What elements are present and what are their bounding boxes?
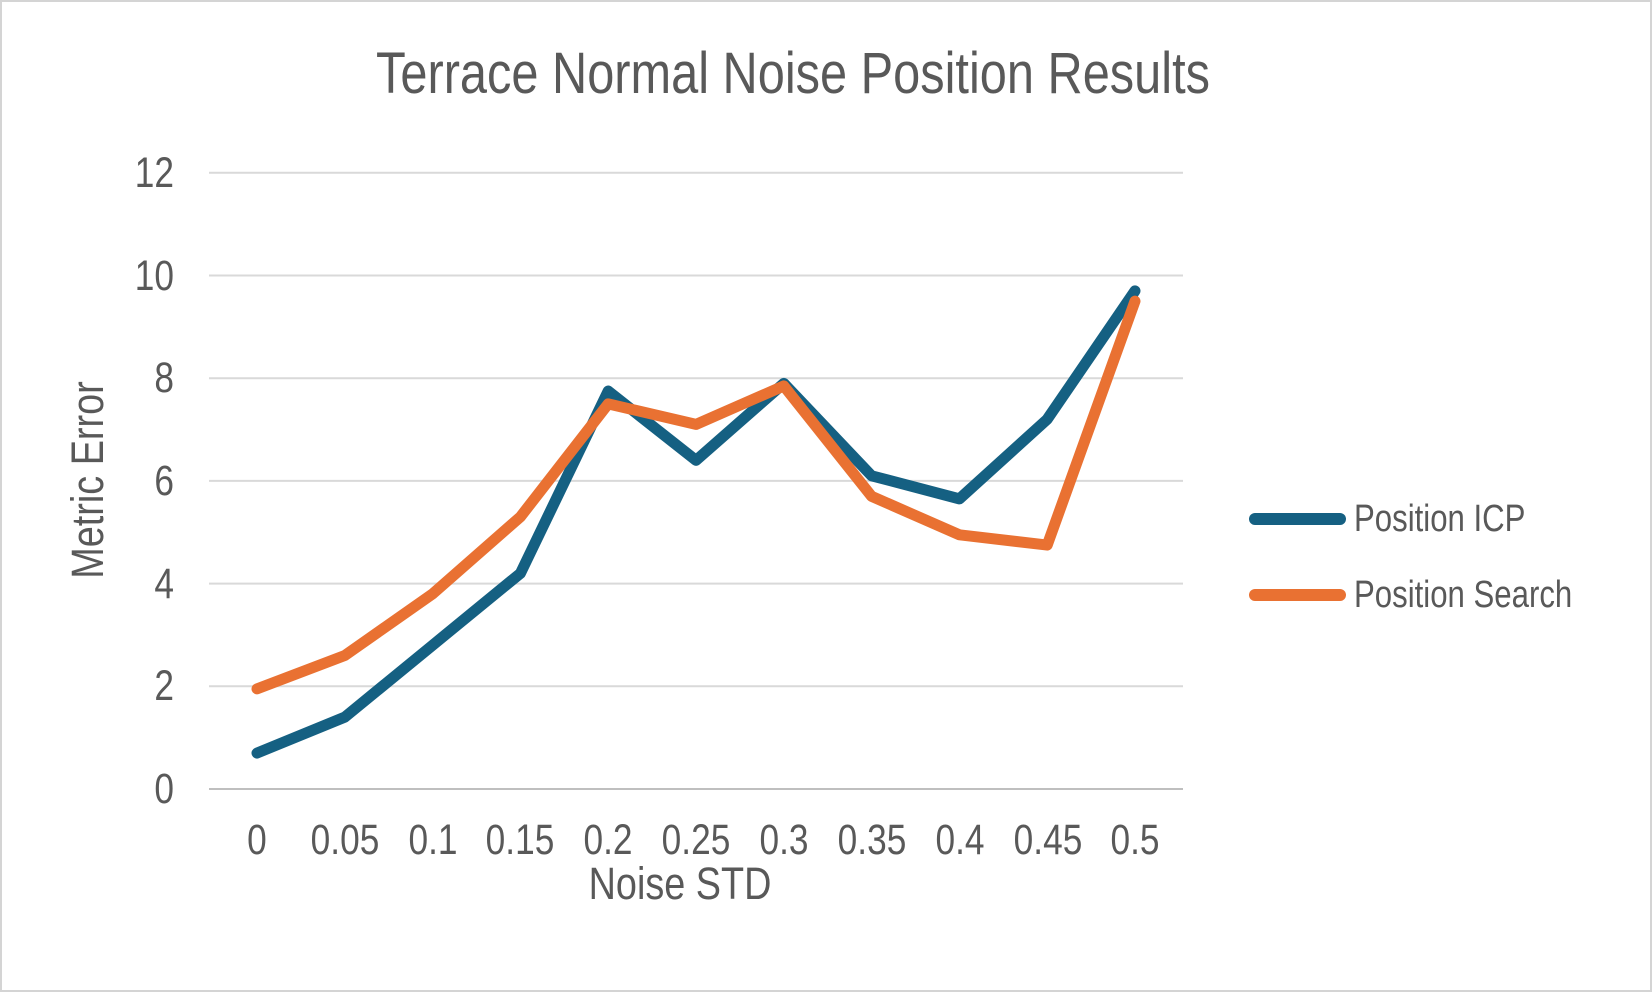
x-tick-label: 0.3 (759, 816, 809, 864)
x-tick-label: 0.15 (485, 816, 555, 864)
x-tick-label: 0.1 (408, 816, 458, 864)
y-tick-label: 10 (134, 252, 174, 300)
legend-label-position-icp: Position ICP (1354, 498, 1526, 540)
legend-swatch-position-icp (1249, 513, 1346, 525)
x-tick-label: 0.2 (583, 816, 633, 864)
series-line-position-icp (251, 285, 1141, 759)
y-tick-label: 4 (154, 560, 174, 608)
x-tick-label: 0.35 (837, 816, 907, 864)
y-axis-title: Metric Error (62, 381, 113, 579)
x-tick-label: 0.4 (935, 816, 985, 864)
x-tick-label: 0.45 (1013, 816, 1083, 864)
y-tick-label: 2 (154, 662, 174, 710)
y-tick-label: 0 (154, 765, 174, 813)
series-line-position-search (251, 295, 1141, 695)
x-axis-title: Noise STD (588, 858, 772, 909)
chart-title: Terrace Normal Noise Position Results (376, 41, 1210, 106)
y-tick-label: 6 (154, 457, 174, 505)
legend-item-position-icp: Position ICP (1249, 493, 1563, 545)
x-tick-label: 0.05 (310, 816, 380, 864)
legend-label-position-search: Position Search (1354, 574, 1573, 616)
legend-item-position-search: Position Search (1249, 569, 1620, 621)
y-tick-label: 8 (154, 354, 174, 402)
y-tick-label: 12 (134, 149, 174, 197)
x-tick-label: 0.25 (661, 816, 731, 864)
x-tick-label: 0.5 (1110, 816, 1160, 864)
legend-swatch-position-search (1249, 589, 1346, 601)
x-tick-label: 0 (247, 816, 267, 864)
